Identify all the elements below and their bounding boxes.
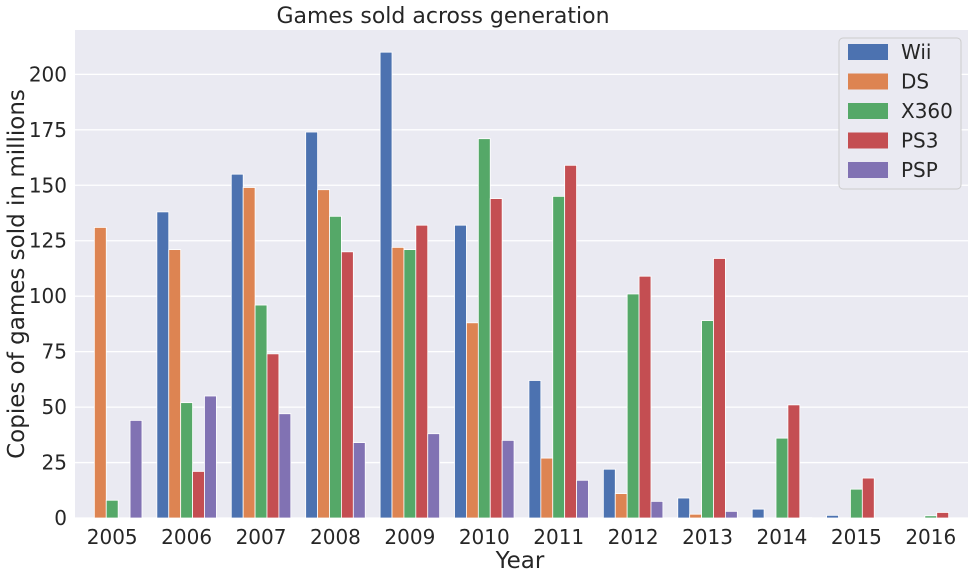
y-tick-label: 25 [42,451,67,475]
legend: Wii DS X360 PS3 PSP [838,37,962,190]
bar-x360-2013 [701,320,714,519]
bar-psp-2005 [129,419,143,519]
bar-ps3-2014 [787,404,801,519]
bar-ds-2006 [168,249,182,519]
y-tick-label: 200 [29,62,67,86]
bar-wii-2015 [826,514,839,519]
bar-wii-2008 [305,131,318,519]
bar-x360-2010 [477,138,491,519]
x-tick-label: 2007 [236,525,287,549]
bar-x360-2005 [105,499,119,519]
y-tick-label: 125 [29,229,67,253]
x-tick-label: 2012 [608,525,659,549]
bar-ps3-2008 [341,251,354,519]
bar-ps3-2012 [638,275,652,519]
x-tick-label: 2016 [905,525,956,549]
bar-ps3-2006 [192,471,205,519]
bar-x360-2015 [850,488,863,519]
bar-ds-2012 [614,493,628,519]
bar-psp-2007 [278,413,292,519]
bars [93,51,950,519]
bar-ps3-2011 [564,164,577,519]
bar-x360-2014 [775,437,789,519]
y-tick-label: 0 [54,506,67,530]
bar-psp-2013 [725,510,738,519]
bar-wii-2009 [379,51,393,519]
y-tick-labels: 0 25 50 75 100 125 150 175 200 [29,62,67,530]
bar-wii-2011 [528,380,542,519]
x-tick-label: 2006 [161,525,212,549]
bar-psp-2008 [352,442,366,519]
bar-x360-2009 [403,249,417,519]
bar-ds-2010 [466,322,479,519]
bar-wii-2007 [230,173,244,519]
bar-ds-2005 [93,227,107,519]
bar-ps3-2007 [266,353,280,519]
legend-swatch-ps3 [848,132,888,149]
bar-ps3-2016 [936,512,950,519]
y-tick-label: 50 [42,395,67,419]
legend-label-psp: PSP [901,158,938,182]
bar-wii-2010 [454,224,467,519]
bar-ds-2013 [689,513,702,519]
x-tick-label: 2010 [459,525,510,549]
legend-label-x360: X360 [901,99,953,123]
bar-psp-2011 [576,479,589,519]
bar-x360-2011 [552,195,566,519]
bar-x360-2007 [254,304,268,519]
bar-ds-2011 [540,457,554,519]
bar-psp-2012 [650,500,664,519]
x-tick-labels: 2005 2006 2007 2008 2009 2010 2011 2012 2013 2014… [87,525,956,549]
legend-swatch-psp [848,162,888,178]
bar-ps3-2015 [861,477,875,519]
bar-x360-2006 [180,402,193,519]
legend-label-ds: DS [901,70,929,94]
legend-label-wii: Wii [901,40,931,64]
x-tick-label: 2008 [310,525,361,549]
legend-label-ps3: PS3 [901,129,938,153]
bar-wii-2012 [602,468,616,519]
bar-ps3-2013 [713,258,726,519]
x-tick-label: 2013 [682,525,733,549]
chart-title: Games sold across generation [276,4,609,29]
y-axis-label: Copies of games sold in millions [4,89,30,459]
x-axis-label: Year [495,548,545,574]
plot-background [75,30,968,518]
bar-ds-2008 [317,189,330,519]
legend-swatch-ds [848,73,888,90]
bar-wii-2006 [156,211,170,519]
x-tick-label: 2011 [533,525,584,549]
legend-swatch-wii [848,44,888,60]
bar-ds-2007 [242,187,256,519]
y-tick-label: 150 [29,173,67,197]
y-tick-label: 100 [29,284,67,308]
x-tick-label: 2005 [87,525,138,549]
x-tick-label: 2015 [831,525,882,549]
bar-wii-2014 [751,508,765,519]
x-tick-label: 2009 [384,525,435,549]
y-tick-label: 175 [29,118,67,142]
bar-wii-2013 [677,497,691,519]
bar-x360-2008 [329,215,342,519]
bar-psp-2010 [501,439,515,519]
legend-swatch-x360 [848,103,888,119]
bar-psp-2006 [204,395,217,519]
grid-lines [75,73,968,519]
bar-x360-2012 [626,293,640,519]
bar-ds-2009 [391,246,405,519]
bar-ps3-2009 [415,224,429,519]
y-tick-label: 75 [42,340,67,364]
bar-psp-2009 [427,433,441,519]
bar-x360-2016 [924,515,938,519]
bar-ps3-2010 [489,198,503,519]
x-tick-label: 2014 [757,525,808,549]
